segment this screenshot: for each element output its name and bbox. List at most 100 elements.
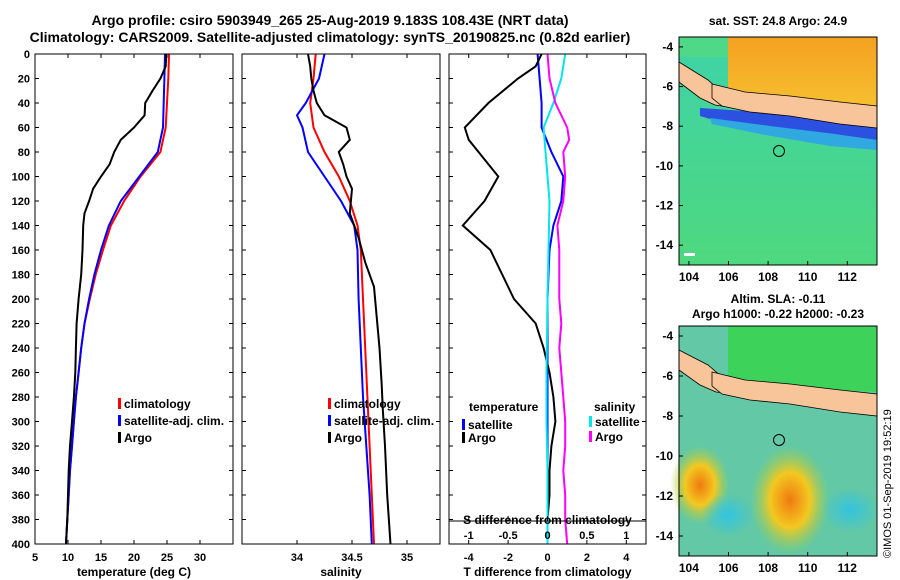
x2-axis-label: S difference from climatology: [463, 513, 632, 527]
legend-label: satellite-adj. clim.: [124, 414, 224, 428]
map-xtick-label: 108: [758, 270, 778, 284]
ytick-label: 180: [12, 270, 30, 282]
difference-xlabel: T difference from climatology: [463, 565, 631, 579]
xtick-label: 2: [584, 552, 590, 564]
map-ytick-label: -12: [656, 199, 674, 213]
map-ytick-label: -14: [656, 238, 674, 252]
map-xtick-label: 104: [679, 561, 699, 575]
legend-swatch: [328, 398, 331, 409]
legend-swatch: [328, 432, 331, 443]
credit-stamp: ©IMOS 01-Sep-2019 19:52:19: [882, 409, 894, 558]
xtick-label: 25: [161, 552, 173, 564]
map-ytick-label: -10: [656, 449, 674, 463]
legend-swatch: [462, 432, 465, 443]
legend-label: satellite: [595, 415, 640, 429]
series-line-t-argo: [461, 53, 557, 544]
map-xtick-label: 106: [718, 561, 738, 575]
ytick-label: 160: [12, 245, 30, 257]
legend-label: Argo: [595, 430, 623, 444]
temperature-frame: [34, 53, 234, 545]
map-ytick-label: -6: [662, 369, 673, 383]
xtick-label: 5: [32, 552, 38, 564]
salinity-frame: [241, 53, 441, 545]
series-line-argo: [307, 53, 392, 545]
ytick-label: 360: [12, 490, 30, 502]
ytick-label: 400: [12, 539, 30, 551]
salinity-xlabel: salinity: [320, 565, 362, 579]
sst-warm-region: [728, 37, 877, 108]
ytick-label: 0: [24, 49, 30, 61]
x2tick-label: 0.5: [579, 530, 594, 542]
salinity-panel: 34 34.5 35 salinity: [241, 53, 441, 579]
ytick-label: 240: [12, 343, 30, 355]
legend-heading: salinity: [594, 400, 636, 414]
ytick-label: 200: [12, 294, 30, 306]
x2tick-label: -1: [464, 530, 474, 542]
legend-swatch: [118, 398, 121, 409]
map-xtick-label: 108: [758, 561, 778, 575]
ytick-label: 220: [12, 319, 30, 331]
sla-north-field: [728, 326, 877, 392]
legend-heading: temperature: [469, 400, 539, 414]
map-xtick-label: 110: [798, 270, 818, 284]
ytick-label: 340: [12, 466, 30, 478]
xtick-label: 34: [291, 552, 304, 564]
series-line-s-satellite: [542, 53, 567, 544]
legend-label: Argo: [468, 431, 496, 445]
difference-frame: [448, 53, 647, 545]
series-line-satellite-adj-clim-: [295, 53, 373, 545]
map-ytick-label: -12: [656, 489, 674, 503]
ytick-label: 120: [12, 196, 30, 208]
sla-argo-marker: [773, 434, 785, 446]
sst-land-java: [711, 83, 878, 129]
sst-frame: [678, 36, 878, 266]
sst-map-title: sat. SST: 24.8 Argo: 24.9: [709, 14, 848, 28]
ytick-label: 320: [12, 441, 30, 453]
map-ytick-label: -6: [662, 80, 673, 94]
legend-swatch: [118, 415, 121, 426]
sla-low-anomaly-east: [822, 488, 878, 532]
sla-high-anomaly: [750, 445, 830, 555]
legend-swatch: [589, 431, 592, 442]
ytick-label: 100: [12, 172, 30, 184]
x2tick-label: -0.5: [499, 530, 518, 542]
xtick-label: 20: [128, 552, 140, 564]
series-line-argo: [65, 53, 168, 545]
legend-label: Argo: [334, 431, 362, 445]
map-ytick-label: -8: [662, 119, 673, 133]
ytick-label: 80: [18, 147, 30, 159]
series-line-climatology: [309, 53, 375, 545]
map-ytick-label: -4: [662, 40, 673, 54]
ytick-label: 140: [12, 221, 30, 233]
map-ytick-label: -8: [662, 409, 673, 423]
map-xtick-label: 106: [718, 270, 738, 284]
series-line-satellite-adj-clim-: [65, 53, 166, 545]
sla-map: [670, 325, 878, 557]
xtick-label: 35: [401, 552, 413, 564]
map-ytick-label: -4: [662, 329, 673, 343]
plot-title-line2: Climatology: CARS2009. Satellite-adjuste…: [29, 29, 631, 45]
legend-label: satellite: [468, 418, 513, 432]
ytick-label: 260: [12, 368, 30, 380]
map-xtick-label: 104: [679, 270, 699, 284]
xtick-label: 4: [623, 552, 630, 564]
sla-low-anomaly: [702, 493, 754, 537]
legend-swatch: [328, 415, 331, 426]
sla-map-title1: Altim. SLA: -0.11: [731, 292, 826, 306]
xtick-label: 10: [62, 552, 74, 564]
map-ytick-label: -10: [656, 159, 674, 173]
map-ytick-label: -14: [656, 529, 674, 543]
xtick-label: 15: [95, 552, 107, 564]
temperature-panel: 0 20 40 60 80 100 120 140 160 180 200 220 240 260 280 3…: [12, 49, 234, 579]
series-line-climatology: [65, 53, 170, 545]
xtick-label: -2: [503, 552, 513, 564]
legend-swatch: [462, 419, 465, 430]
sst-cool-band: [710, 118, 877, 150]
difference-panel: -4 -2 0 2 4T difference from climatology: [448, 53, 647, 579]
x2tick-label: 1: [623, 530, 629, 542]
sst-cold-upwelling: [700, 108, 877, 142]
temperature-xlabel: temperature (deg C): [77, 565, 191, 579]
ytick-label: 60: [18, 123, 30, 135]
map-xtick-label: 110: [798, 561, 818, 575]
